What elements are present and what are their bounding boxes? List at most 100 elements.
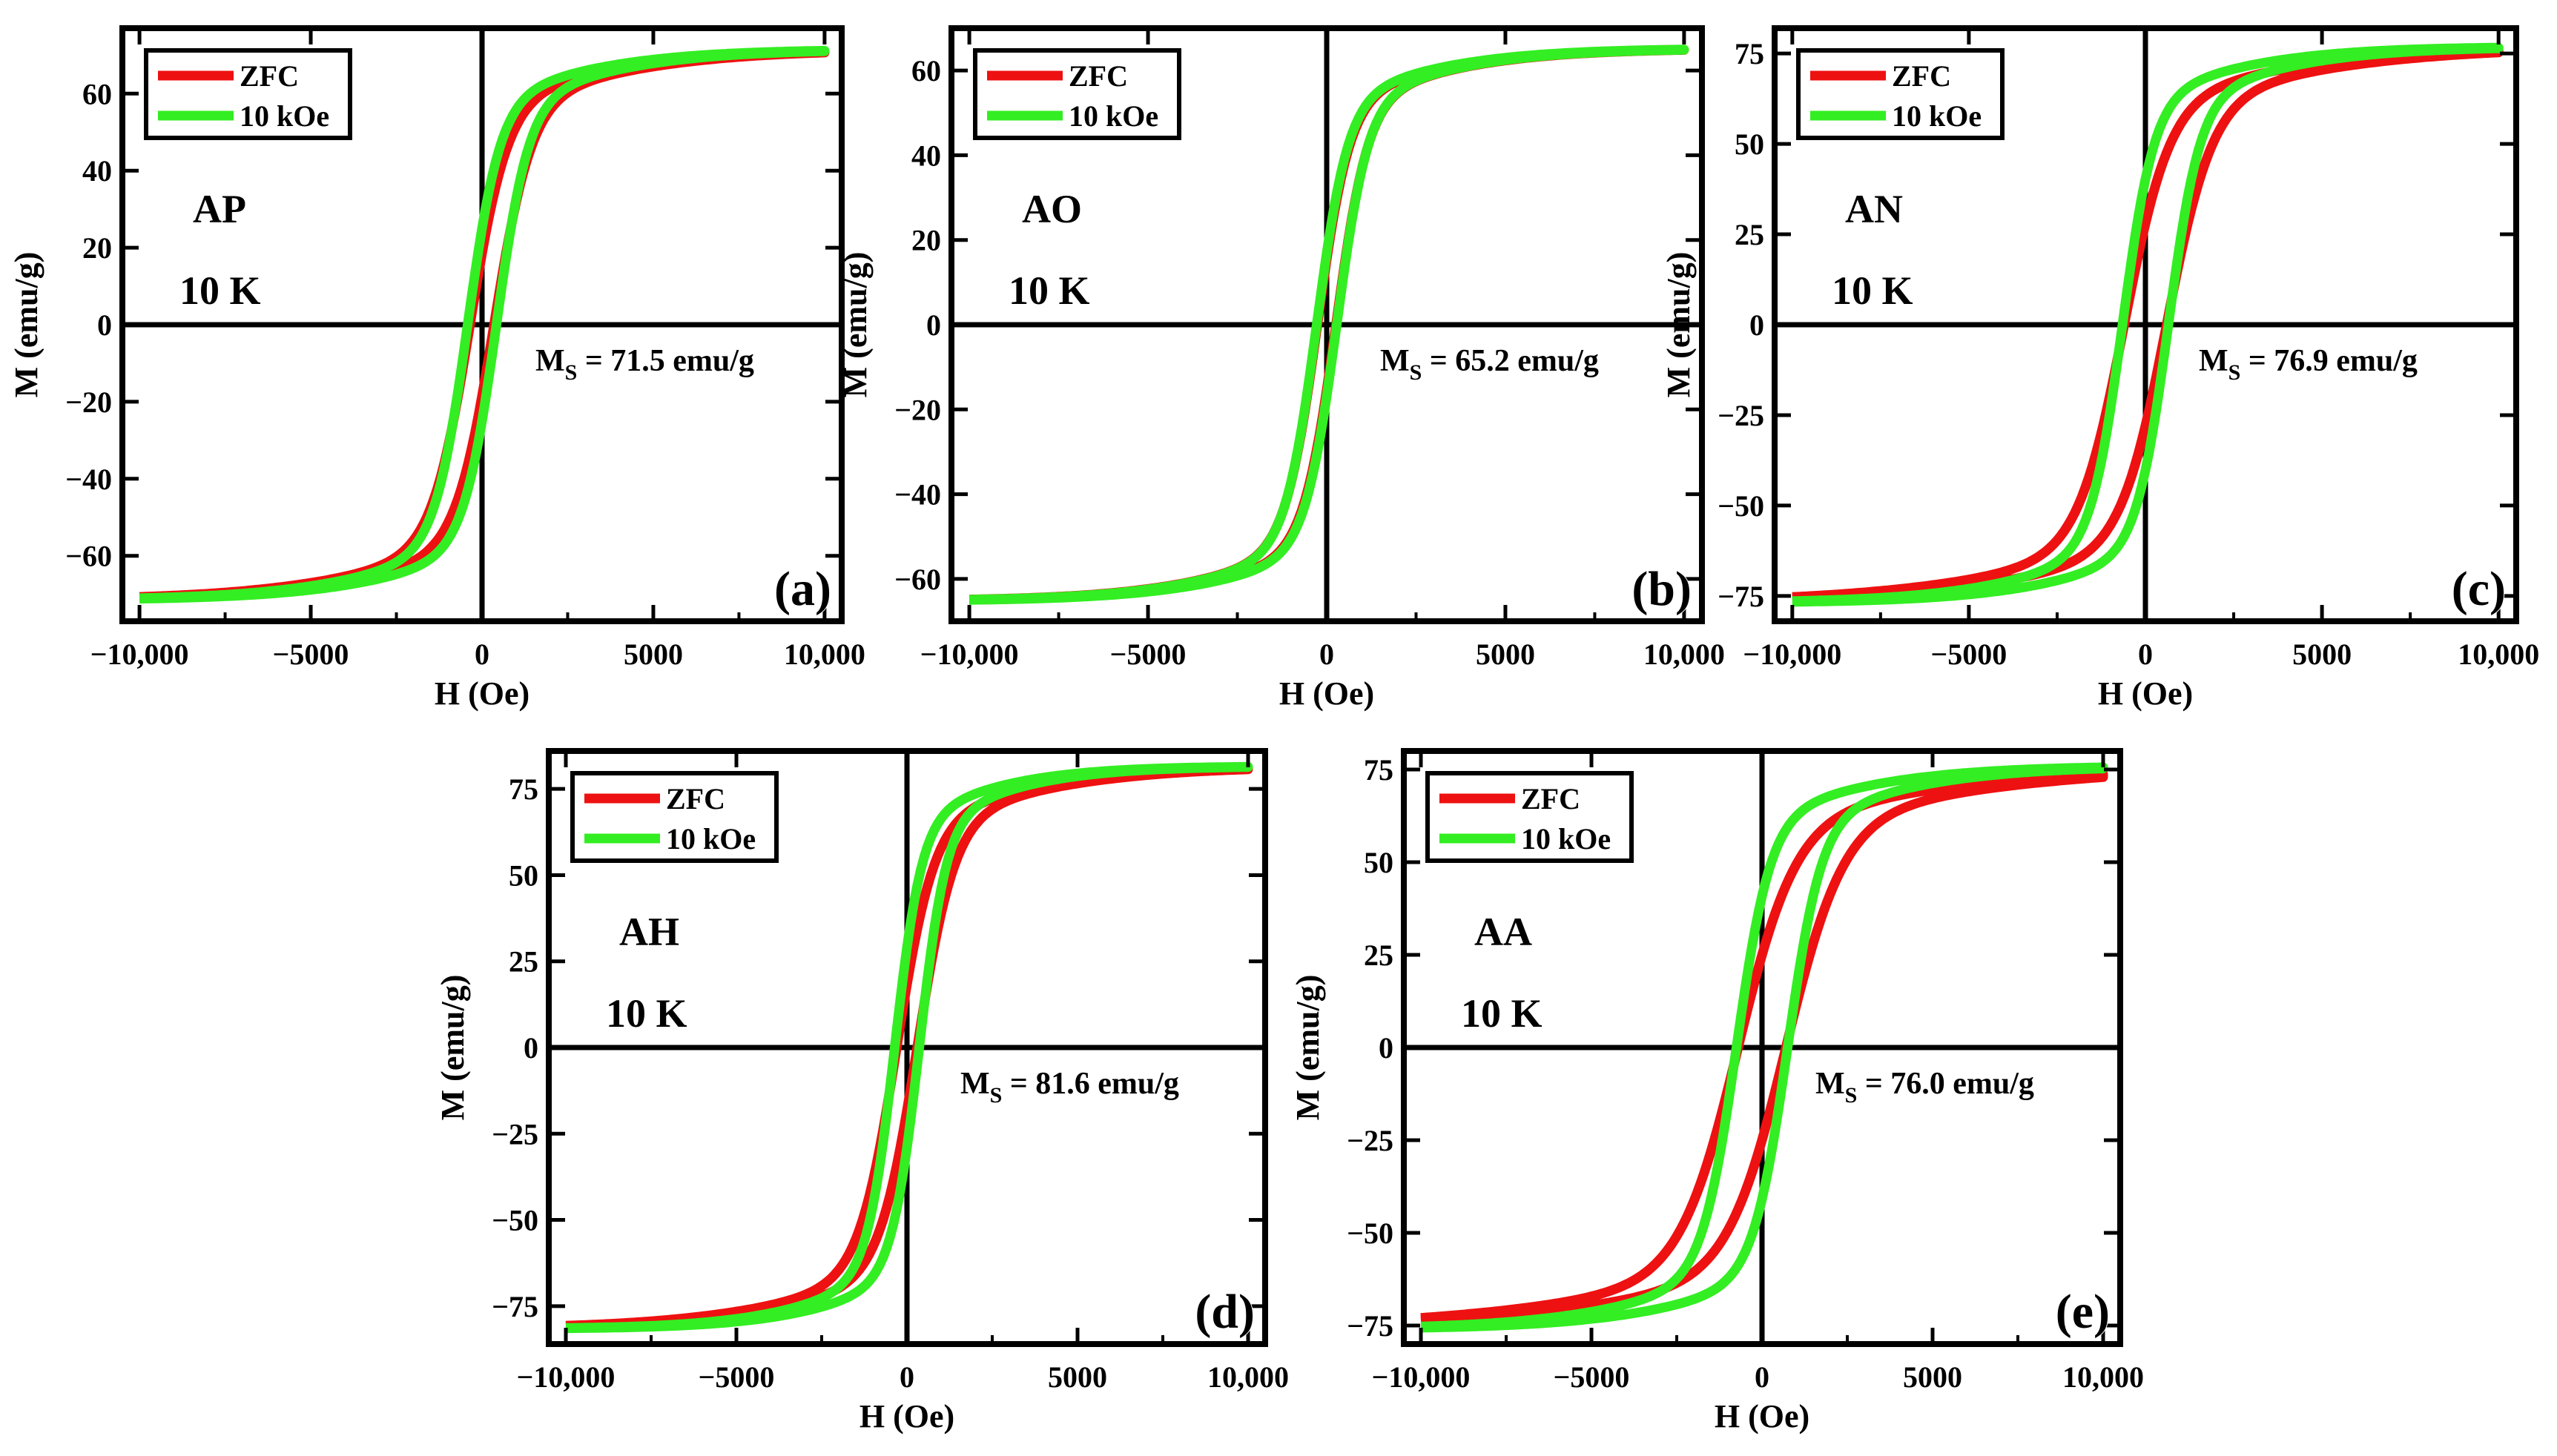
x-tick-label: −5000 [1931, 638, 2007, 671]
y-tick-label: 40 [911, 139, 941, 172]
panel-a: −10,000 −5000 0 5000 10,000 −60 −40 −20 0 20 40 60 H… [8, 25, 865, 712]
y-tick-label: −20 [894, 393, 941, 426]
panel-label: (a) [774, 562, 831, 616]
legend-label: 10 kOe [666, 822, 756, 856]
x-tick-label: 0 [1755, 1360, 1769, 1394]
legend-label: ZFC [1521, 782, 1580, 815]
y-tick-label: −60 [65, 540, 112, 573]
y-axis-label: M (emu/g) [1290, 975, 1326, 1121]
legend-label: 10 kOe [1521, 822, 1611, 856]
temperature-label: 10 K [179, 268, 261, 313]
y-tick-label: 50 [1364, 846, 1393, 879]
temperature-label: 10 K [1009, 268, 1090, 313]
x-axis-label: H (Oe) [1279, 675, 1374, 712]
ms-annotation: MS = 76.0 emu/g [1815, 1067, 2034, 1108]
y-tick-label: 20 [82, 231, 112, 265]
panel-label: (b) [1631, 562, 1692, 616]
legend-label: 10 kOe [1892, 99, 1982, 133]
x-tick-label: 5000 [624, 638, 683, 671]
y-tick-label: −60 [894, 563, 941, 596]
series-10koe-loop [1791, 42, 2504, 607]
legend: ZFC 10 kOe [1796, 48, 2005, 140]
x-tick-label: −10,000 [1372, 1360, 1471, 1394]
x-tick-label: −5000 [273, 638, 349, 671]
ms-annotation: MS = 76.9 emu/g [2199, 344, 2418, 385]
x-tick-label: 10,000 [2062, 1360, 2144, 1394]
legend-label: ZFC [1892, 59, 1951, 93]
ms-annotation: MS = 65.2 emu/g [1380, 344, 1599, 385]
y-tick-label: −25 [1718, 399, 1764, 432]
x-tick-label: 0 [2138, 638, 2153, 671]
y-tick-label: −75 [1718, 580, 1764, 613]
sample-label: AH [619, 910, 679, 954]
y-axis-label: M (emu/g) [435, 975, 471, 1121]
panel-e: −10,000 −5000 0 5000 10,000 −75 −50 −25 0 25 50 75 H… [1290, 748, 2144, 1435]
x-tick-label: −10,000 [517, 1360, 616, 1394]
temperature-label: 10 K [1832, 268, 1913, 313]
legend: ZFC 10 kOe [570, 771, 779, 863]
legend-box [1425, 771, 1634, 863]
x-axis-label: H (Oe) [1715, 1398, 1809, 1435]
curves [968, 44, 1689, 605]
legend-label: ZFC [1069, 59, 1128, 93]
y-tick-label: −50 [1347, 1217, 1393, 1250]
sample-label: AO [1022, 187, 1082, 231]
panel-label: (c) [2452, 562, 2506, 616]
y-tick-label: 60 [82, 77, 112, 110]
x-tick-label: −10,000 [90, 638, 189, 671]
x-tick-label: −10,000 [920, 638, 1019, 671]
y-tick-label: 50 [509, 858, 538, 892]
y-tick-label: 50 [1735, 128, 1764, 161]
y-tick-label: 25 [1735, 218, 1764, 251]
legend: ZFC 10 kOe [973, 48, 1181, 140]
sample-label: AP [193, 187, 246, 231]
x-axis-label: H (Oe) [860, 1398, 954, 1435]
curves [1419, 762, 2108, 1333]
legend-label: 10 kOe [240, 99, 329, 133]
x-tick-label: 5000 [1903, 1360, 1962, 1394]
ms-annotation: MS = 81.6 emu/g [960, 1067, 1179, 1108]
y-tick-label: 25 [509, 945, 538, 979]
y-tick-label: 25 [1364, 939, 1393, 972]
y-tick-label: −25 [492, 1117, 538, 1151]
x-tick-label: 10,000 [784, 638, 865, 671]
ms-annotation: MS = 71.5 emu/g [535, 344, 754, 385]
y-tick-label: 0 [1749, 308, 1764, 342]
series-10koe-loop [138, 45, 830, 604]
y-axis-label: M (emu/g) [837, 252, 874, 398]
x-tick-label: 10,000 [2458, 638, 2539, 671]
y-tick-label: −40 [894, 478, 941, 512]
y-tick-label: −40 [65, 463, 112, 496]
panel-d: −10,000 −5000 0 5000 10,000 −75 −50 −25 0 25 50 75 H… [435, 748, 1289, 1435]
legend: ZFC 10 kOe [144, 48, 352, 140]
legend-label: 10 kOe [1069, 99, 1158, 133]
curves [138, 45, 830, 604]
legend-label: ZFC [240, 59, 299, 93]
y-tick-label: 20 [911, 224, 941, 257]
legend-label: ZFC [666, 782, 725, 815]
legend-box [1796, 48, 2005, 140]
x-tick-label: −5000 [1554, 1360, 1630, 1394]
y-tick-label: −75 [492, 1290, 538, 1323]
y-tick-label: 0 [524, 1031, 538, 1065]
y-tick-label: −75 [1347, 1309, 1393, 1343]
curves [1791, 42, 2504, 607]
x-tick-label: −10,000 [1743, 638, 1841, 671]
y-tick-label: −50 [1718, 489, 1764, 523]
y-tick-label: 0 [1379, 1031, 1393, 1065]
series-10koe-loop [1419, 762, 2108, 1333]
x-tick-label: −5000 [699, 1360, 775, 1394]
x-tick-label: 5000 [1476, 638, 1535, 671]
x-axis-label: H (Oe) [2098, 675, 2193, 712]
y-tick-label: −50 [492, 1204, 538, 1237]
sample-label: AN [1845, 187, 1903, 231]
x-tick-label: −5000 [1110, 638, 1187, 671]
series-10koe-loop [968, 44, 1689, 605]
legend-box [570, 771, 779, 863]
y-tick-label: −20 [65, 385, 112, 419]
panel-label: (e) [2056, 1285, 2110, 1339]
y-tick-label: 40 [82, 154, 112, 188]
y-tick-label: 0 [97, 308, 112, 342]
y-tick-label: 75 [509, 772, 538, 806]
